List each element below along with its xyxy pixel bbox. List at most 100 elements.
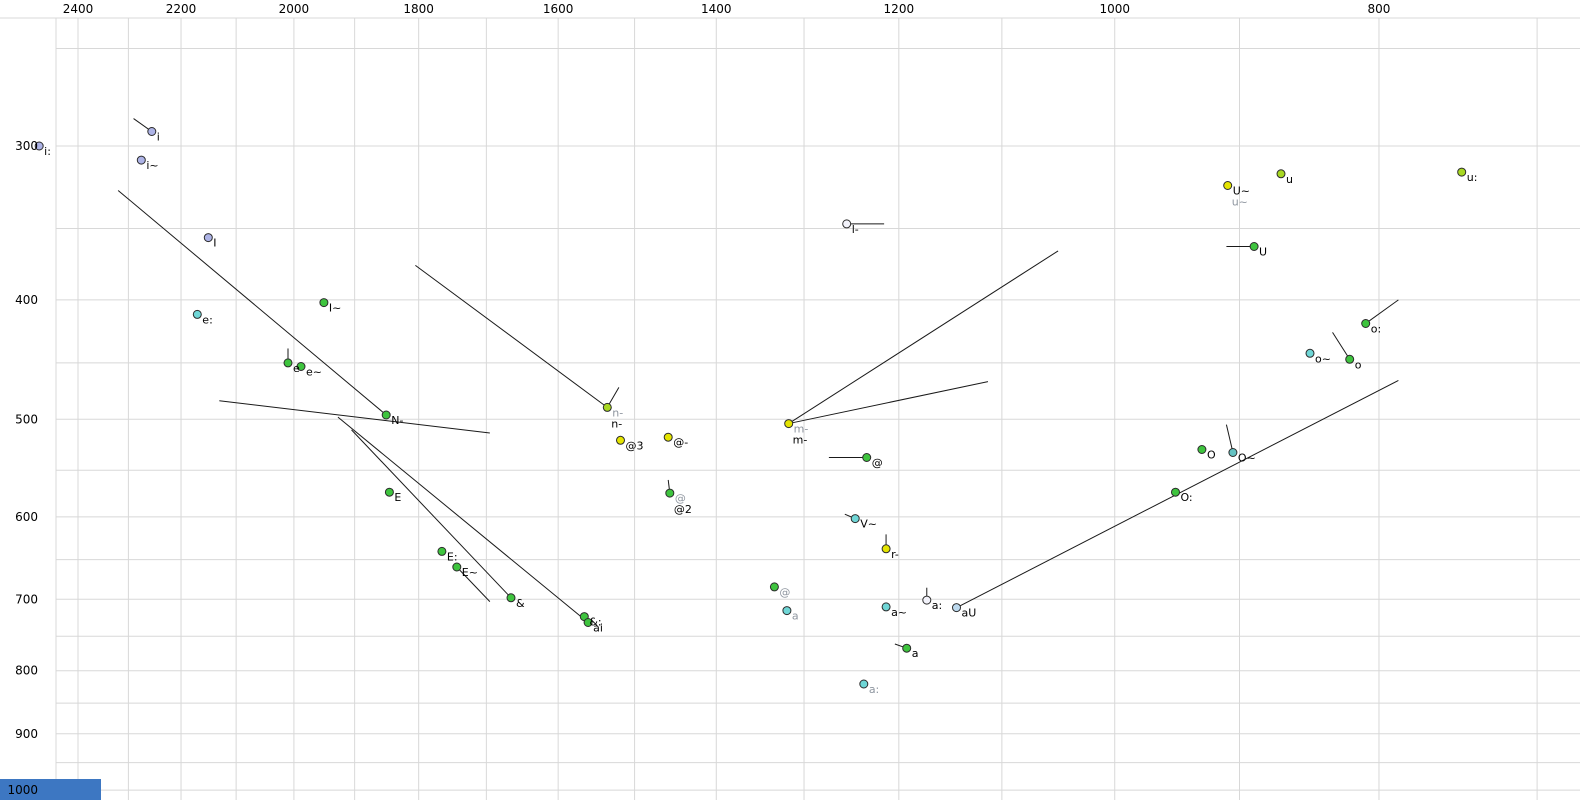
bottom-blue-strip[interactable] bbox=[0, 779, 101, 800]
data-point-O bbox=[1197, 445, 1207, 454]
data-point-u bbox=[1276, 169, 1286, 179]
trajectory-line bbox=[351, 429, 512, 599]
x-tick-label: 800 bbox=[1368, 2, 1391, 16]
data-point-E: bbox=[437, 546, 447, 556]
data-point-i~ bbox=[136, 155, 146, 165]
data-point-I~ bbox=[319, 298, 329, 308]
x-tick-label: 2400 bbox=[63, 2, 94, 16]
trajectory-line bbox=[1225, 424, 1234, 453]
point-label: E: bbox=[447, 550, 458, 563]
data-point-ai bbox=[583, 618, 593, 627]
point-label: @ bbox=[675, 492, 686, 505]
point-label: a bbox=[792, 610, 799, 623]
point-label: o: bbox=[1371, 322, 1381, 335]
y-tick-label: 900 bbox=[15, 727, 38, 741]
point-label: & bbox=[516, 597, 525, 610]
data-point-O~ bbox=[1228, 448, 1238, 457]
point-label: n- bbox=[611, 417, 622, 430]
x-tick-label: 1400 bbox=[701, 2, 732, 16]
x-tick-label: 1800 bbox=[403, 2, 434, 16]
data-point-@ bbox=[862, 453, 872, 462]
y-tick-label: 1000 bbox=[7, 783, 38, 797]
data-point-e: bbox=[192, 309, 202, 319]
point-label: a bbox=[912, 647, 919, 660]
data-point-a~ bbox=[881, 602, 891, 612]
data-point-e~ bbox=[296, 362, 306, 371]
connector-line bbox=[219, 400, 490, 434]
data-point-a bbox=[782, 606, 792, 616]
point-label: i: bbox=[44, 145, 51, 158]
point-label: o~ bbox=[1315, 352, 1331, 365]
data-point-U~ bbox=[1223, 181, 1233, 190]
x-tick-label: 1600 bbox=[543, 2, 574, 16]
point-label: e bbox=[293, 362, 300, 375]
data-point-& bbox=[506, 593, 516, 603]
point-label: @3 bbox=[625, 439, 643, 452]
y-tick-label: 400 bbox=[15, 293, 38, 307]
point-label: O bbox=[1207, 448, 1216, 461]
point-label: o bbox=[1355, 358, 1362, 371]
data-point-@ bbox=[769, 582, 779, 592]
point-label: E bbox=[394, 491, 401, 504]
point-label: n- bbox=[612, 406, 623, 419]
x-tick-label: 1200 bbox=[884, 2, 915, 16]
point-label: u~ bbox=[1232, 196, 1248, 209]
data-point-@ bbox=[665, 488, 675, 498]
x-tick-label: 1000 bbox=[1099, 2, 1130, 16]
data-point-r- bbox=[881, 544, 891, 554]
point-label: e~ bbox=[306, 365, 322, 378]
data-point-o: bbox=[1361, 319, 1371, 328]
data-point-E~ bbox=[452, 562, 462, 572]
point-label: I bbox=[213, 237, 216, 250]
point-label: &: bbox=[589, 616, 601, 629]
data-point-n- bbox=[602, 402, 612, 412]
x-tick-label: 2000 bbox=[279, 2, 310, 16]
trajectory-line bbox=[415, 264, 608, 408]
trajectory-line bbox=[456, 566, 491, 602]
data-point-I bbox=[203, 233, 213, 243]
point-label: i~ bbox=[146, 159, 158, 172]
point-label: u bbox=[1286, 173, 1293, 186]
point-label: m- bbox=[793, 434, 808, 447]
x-tick-label: 2200 bbox=[166, 2, 197, 16]
data-point-i bbox=[147, 127, 157, 136]
y-tick-label: 300 bbox=[15, 139, 38, 153]
point-label: aU bbox=[961, 607, 976, 620]
point-label: m- bbox=[794, 423, 809, 436]
data-point-E bbox=[384, 487, 394, 497]
data-point-aU bbox=[952, 603, 961, 613]
data-point-a bbox=[902, 643, 912, 653]
y-tick-label: 700 bbox=[15, 592, 38, 606]
data-point-m- bbox=[784, 419, 794, 429]
data-point-o bbox=[1345, 354, 1355, 364]
trajectory-line bbox=[1365, 299, 1399, 324]
point-label: l- bbox=[852, 223, 859, 236]
point-label: U~ bbox=[1233, 185, 1250, 198]
trajectory-line bbox=[1332, 332, 1351, 360]
point-label: E~ bbox=[462, 566, 478, 579]
data-point-@3 bbox=[616, 435, 625, 445]
point-label: O: bbox=[1180, 491, 1192, 504]
data-point-N- bbox=[381, 410, 391, 420]
trajectory-line bbox=[788, 381, 989, 425]
point-label: @ bbox=[872, 456, 883, 469]
trajectory-line bbox=[117, 190, 387, 416]
data-point-e bbox=[283, 358, 293, 368]
point-label: e: bbox=[202, 313, 212, 326]
trajectory-line bbox=[788, 250, 1059, 424]
point-label: i bbox=[157, 131, 160, 144]
data-point-V~ bbox=[850, 514, 860, 524]
trajectory-line bbox=[337, 416, 589, 623]
point-label: @2 bbox=[674, 503, 692, 516]
point-label: @ bbox=[779, 586, 790, 599]
y-tick-label: 600 bbox=[15, 510, 38, 524]
y-tick-label: 800 bbox=[15, 664, 38, 678]
data-point-O: bbox=[1171, 487, 1180, 497]
point-label: r- bbox=[891, 548, 899, 561]
point-label: a: bbox=[932, 599, 942, 612]
data-point-u: bbox=[1457, 167, 1467, 177]
point-label: I~ bbox=[329, 302, 341, 315]
